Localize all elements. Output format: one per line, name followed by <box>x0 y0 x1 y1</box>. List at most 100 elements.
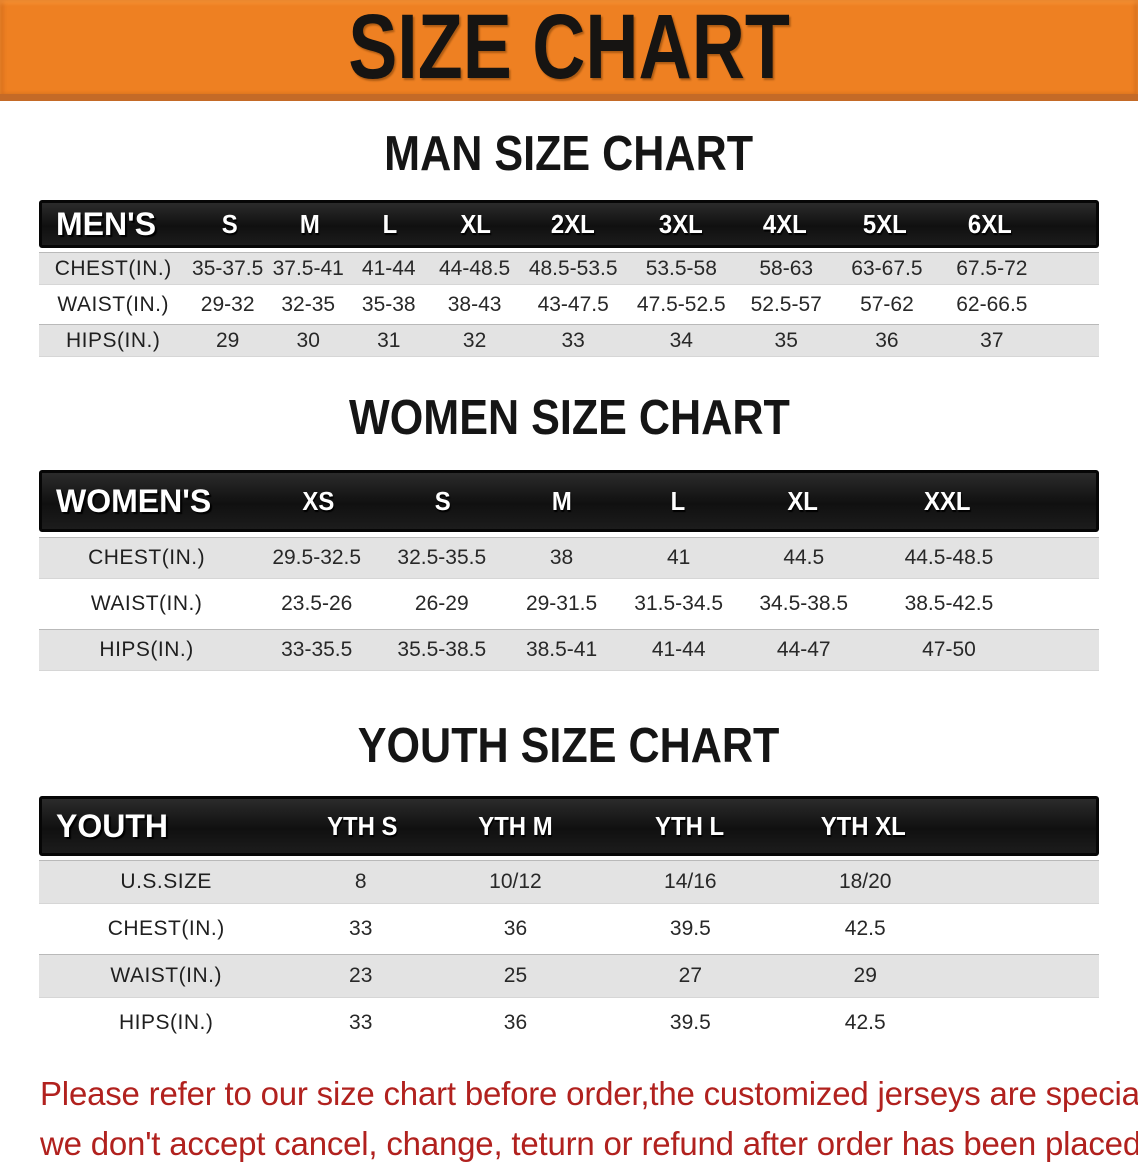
measurement-value: 42.5 <box>844 917 886 940</box>
measurement-value: 44-47 <box>776 638 831 661</box>
measurement-value: 63-67.5 <box>851 256 923 280</box>
youth-table-row: WAIST(IN.) 23 25 27 29 <box>39 954 1099 998</box>
measurement-value: 38-43 <box>447 292 502 316</box>
measurement-value: 33 <box>349 917 373 940</box>
section-heading-text: MAN SIZE CHART <box>384 127 754 181</box>
youth-section-heading: YOUTH SIZE CHART <box>0 721 1138 771</box>
measurement-value: 35-38 <box>361 292 416 316</box>
order-notice: Please refer to our size chart before or… <box>40 1069 1138 1169</box>
measurement-value: 44.5-48.5 <box>904 546 994 569</box>
measurement-value: 38 <box>549 546 574 569</box>
banner-title: SIZE CHART <box>348 0 790 98</box>
size-column-header: 2XL <box>520 209 625 240</box>
men-section-heading: MAN SIZE CHART <box>0 129 1138 179</box>
size-label-text: YTH M <box>478 810 553 841</box>
men-size-table: MEN'S S M L XL 2XL 3XL 4XL 5XL 6XL CHEST(IN.) 35-37… <box>39 200 1099 357</box>
measurement-value: 48.5-53.5 <box>528 256 618 280</box>
measurement-value: 52.5-57 <box>750 292 822 316</box>
measurement-value: 35.5-38.5 <box>397 638 487 661</box>
measurement-value: 39.5 <box>669 1011 711 1034</box>
measurement-value: 29.5-32.5 <box>272 546 362 569</box>
women-group-label: WOMEN'S <box>56 482 212 519</box>
youth-table-row: U.S.SIZE 8 10/12 14/16 18/20 <box>39 860 1099 904</box>
measurement-value: 47-50 <box>922 638 976 661</box>
size-label-text: S <box>434 485 451 516</box>
measurement-value: 29 <box>215 328 240 352</box>
measurement-value: 33 <box>561 328 585 352</box>
measurement-value: 31 <box>377 328 401 352</box>
measurement-value: 29-32 <box>200 292 255 316</box>
men-table-row: WAIST(IN.) 29-32 32-35 35-38 38-43 43-47.5 47.… <box>39 289 1099 320</box>
row-label: CHEST(IN.) <box>107 917 225 940</box>
women-table-row: HIPS(IN.) 33-35.5 35.5-38.5 38.5-41 41-44 44-… <box>39 629 1099 671</box>
size-label-text: XL <box>459 208 491 239</box>
size-column-header: L <box>619 486 738 517</box>
size-column-header: 6XL <box>936 209 1044 240</box>
youth-table-row: CHEST(IN.) 33 36 39.5 42.5 <box>39 908 1099 950</box>
measurement-value: 62-66.5 <box>956 292 1028 316</box>
size-label-text: 5XL <box>863 208 908 239</box>
measurement-value: 53.5-58 <box>645 256 717 280</box>
measurement-value: 35 <box>774 328 798 352</box>
women-table-row: WAIST(IN.) 23.5-26 26-29 29-31.5 31.5-34.5 34… <box>39 584 1099 624</box>
measurement-value: 18/20 <box>838 870 892 893</box>
size-column-header: YTH XL <box>777 811 951 842</box>
row-label: WAIST(IN.) <box>110 964 222 987</box>
size-label-text: L <box>382 208 398 239</box>
measurement-value: 37.5-41 <box>272 256 344 280</box>
measurement-value: 57-62 <box>860 292 914 316</box>
youth-table-header-row: YOUTH YTH S YTH M YTH L YTH XL <box>39 796 1099 856</box>
men-group-label: MEN'S <box>56 205 157 242</box>
measurement-value: 43-47.5 <box>537 292 609 316</box>
banner: SIZE CHART <box>0 0 1138 101</box>
size-column-header: S <box>380 486 504 517</box>
measurement-value: 36 <box>875 328 899 352</box>
notice-line-2: we don't accept cancel, change, teturn o… <box>40 1125 1138 1162</box>
row-label: HIPS(IN.) <box>119 1011 214 1034</box>
measurement-value: 44-48.5 <box>438 256 511 280</box>
row-label: HIPS(IN.) <box>99 638 194 661</box>
size-label-text: XL <box>787 485 818 516</box>
size-column-header: 5XL <box>835 209 936 240</box>
row-label: WAIST(IN.) <box>90 592 203 615</box>
measurement-value: 33-35.5 <box>281 638 353 661</box>
measurement-value: 38.5-42.5 <box>904 592 994 615</box>
measurement-value: 47.5-52.5 <box>636 292 726 316</box>
measurement-value: 10/12 <box>489 870 542 893</box>
section-heading-text: YOUTH SIZE CHART <box>358 719 780 773</box>
measurement-value: 29-31.5 <box>525 592 598 615</box>
size-column-header: YTH S <box>295 811 429 842</box>
size-column-header: YTH M <box>429 811 603 842</box>
measurement-value: 29 <box>853 964 877 987</box>
measurement-value: 32.5-35.5 <box>397 546 487 569</box>
row-label: U.S.SIZE <box>120 870 212 893</box>
measurement-value: 26-29 <box>414 592 469 615</box>
size-column-header: L <box>350 209 430 240</box>
size-column-header: XL <box>430 209 521 240</box>
measurement-value: 34.5-38.5 <box>759 592 849 615</box>
measurement-value: 14/16 <box>664 870 717 893</box>
measurement-value: 58-63 <box>759 256 814 280</box>
row-label: WAIST(IN.) <box>57 292 169 316</box>
size-label-text: YTH XL <box>821 810 907 841</box>
size-chart-sections: MAN SIZE CHART MEN'S S M L XL 2XL 3XL 4XL 5XL 6XL C… <box>0 129 1138 1044</box>
measurement-value: 33 <box>349 1011 373 1034</box>
size-column-header: XXL <box>867 486 1026 517</box>
measurement-value: 38.5-41 <box>525 638 598 661</box>
women-section-heading: WOMEN SIZE CHART <box>0 393 1138 443</box>
size-label-text: YTH L <box>655 810 725 841</box>
size-label-text: YTH S <box>326 810 398 841</box>
youth-size-table: YOUTH YTH S YTH M YTH L YTH XL U.S.SIZE 8 10/12… <box>39 796 1099 1044</box>
measurement-value: 25 <box>503 964 528 987</box>
youth-table-row: HIPS(IN.) 33 36 39.5 42.5 <box>39 1002 1099 1044</box>
notice-line-1: Please refer to our size chart before or… <box>40 1075 1138 1112</box>
measurement-value: 37 <box>980 328 1004 352</box>
men-table-row: HIPS(IN.) 29 30 31 32 33 34 35 36 37 <box>39 324 1099 357</box>
row-label: HIPS(IN.) <box>66 328 161 352</box>
men-table-header-row: MEN'S S M L XL 2XL 3XL 4XL 5XL 6XL <box>39 200 1099 248</box>
measurement-value: 36 <box>503 1011 528 1034</box>
size-column-header: 4XL <box>735 209 834 240</box>
measurement-value: 23.5-26 <box>281 592 353 615</box>
measurement-value: 44.5 <box>783 546 825 569</box>
